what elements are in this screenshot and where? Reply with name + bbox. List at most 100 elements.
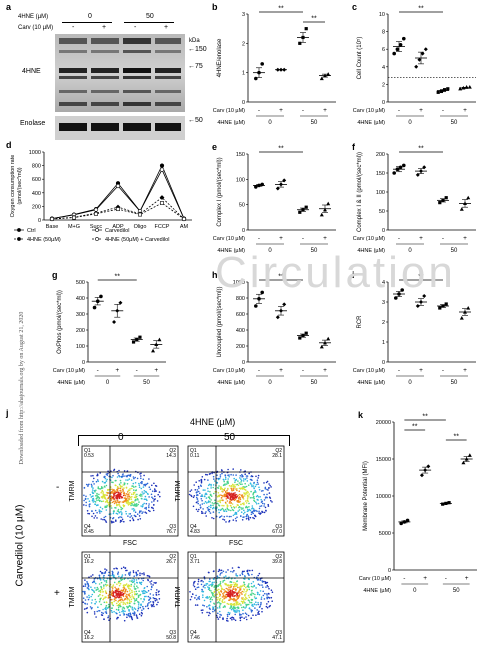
event-dot [122,599,124,602]
event-dot [118,497,121,500]
legend-label: Carvedilol [105,228,129,234]
event-dot [266,493,268,496]
event-dot [247,500,249,503]
event-dot [96,511,98,514]
quadrant-q4-label: Q4 [190,630,197,636]
event-dot [241,573,244,576]
event-dot [255,604,257,606]
event-dot [93,477,95,480]
event-dot [120,601,122,603]
event-dot [122,590,125,592]
event-dot [133,510,135,512]
event-dot [203,584,206,587]
event-dot [124,567,126,569]
event-dot [123,475,125,477]
event-dot [132,596,135,598]
hne-group-0: 0 [268,120,272,126]
flow-y-axis-label: TMRM [175,480,182,501]
event-dot [216,593,219,596]
event-dot [132,519,135,521]
event-dot [131,517,134,519]
data-point [260,182,264,187]
event-dot [227,480,229,482]
event-dot [243,581,245,584]
event-dot [224,487,226,490]
y-axis-label: Complex I & II (pmol/(sec*ml)) [357,152,363,232]
event-dot [144,507,146,509]
event-dot [245,475,248,477]
event-dot [117,495,120,497]
event-dot [253,482,255,485]
event-dot [104,568,106,570]
event-dot [108,505,110,507]
event-dot [231,567,234,569]
event-dot [220,585,222,587]
event-dot [196,604,199,606]
event-dot [228,613,231,616]
event-dot [212,506,215,509]
event-dot [117,508,120,511]
event-dot [113,493,115,496]
event-dot [208,497,211,500]
event-dot [252,592,255,595]
hne-group-50: 50 [453,588,460,594]
event-dot [87,583,89,586]
event-dot [244,602,246,604]
event-dot [96,499,98,502]
event-dot [92,574,94,576]
event-dot [105,604,108,607]
event-dot [189,598,192,601]
event-dot [243,583,246,586]
event-dot [195,496,198,499]
event-dot [155,593,158,596]
event-dot [83,499,85,502]
panel-c-chart: c 0 2 4 6 8 10 Cell Count (10⁵) ** Carv (10 µM) 4H… [352,0,482,140]
event-dot [153,498,156,501]
event-dot [204,512,206,515]
event-dot [237,566,240,569]
event-dot [239,488,242,490]
event-dot [151,604,154,607]
event-dot [134,592,136,595]
event-dot [245,491,248,494]
event-dot [201,612,204,614]
event-dot [133,496,136,499]
data-point [115,308,120,313]
event-dot [83,487,86,489]
carv-sign: + [465,575,469,582]
event-dot [253,509,255,511]
event-dot [96,474,98,477]
data-point [319,344,324,349]
event-dot [136,617,139,619]
event-dot [234,496,237,499]
y-tick-label: 0 [82,360,85,366]
event-dot [195,481,197,483]
event-dot [201,503,204,505]
mw-150-marker: ←150 [188,46,207,53]
y-axis-label: Cell Count (10⁵) [356,37,363,80]
flow-col-50: 50 [224,432,236,443]
event-dot [228,502,231,504]
event-dot [192,496,195,499]
event-dot [132,482,135,485]
data-point [138,335,142,339]
event-dot [244,511,246,514]
event-dot [83,504,85,506]
data-point [160,201,164,205]
event-dot [257,592,259,594]
event-dot [222,594,225,596]
event-dot [123,584,125,586]
event-dot [231,590,234,593]
event-dot [255,491,257,493]
event-dot [233,569,235,572]
significance-marker: ** [454,434,460,441]
event-dot [236,583,239,586]
event-dot [202,609,204,611]
event-dot [99,593,101,596]
event-dot [89,606,92,608]
event-dot [120,596,122,599]
event-dot [114,589,117,592]
event-dot [234,582,237,584]
event-dot [202,604,204,606]
